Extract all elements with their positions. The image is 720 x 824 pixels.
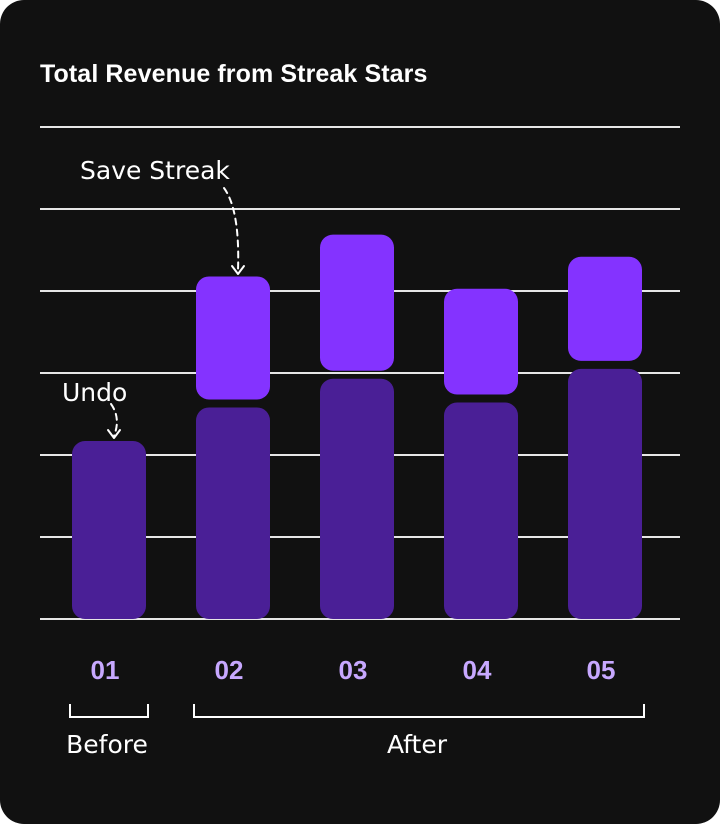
annotation-label: Save Streak: [80, 156, 230, 185]
group-bracket: [69, 704, 149, 718]
bar-base-05: [568, 368, 642, 619]
group-bracket: [193, 704, 645, 718]
x-tick-label: 05: [587, 655, 616, 685]
x-tick-label: 01: [91, 655, 120, 685]
bar-top-02: [196, 276, 270, 400]
chart-title: Total Revenue from Streak Stars: [40, 60, 428, 88]
group-label: Before: [66, 730, 148, 759]
x-tick-label: 04: [463, 655, 492, 685]
annotation-label: Undo: [62, 378, 127, 407]
annotation-arrow: [223, 187, 240, 271]
bar-base-04: [444, 402, 518, 619]
bar-base-03: [320, 378, 394, 619]
bar-top-05: [568, 256, 642, 361]
annotation-arrow: [110, 403, 118, 437]
x-tick-label: 02: [215, 655, 244, 685]
bar-top-04: [444, 288, 518, 395]
annotation-arrowhead: [231, 265, 245, 275]
x-tick-label: 03: [339, 655, 368, 685]
bar-top-03: [320, 234, 394, 371]
bar-base-02: [196, 407, 270, 619]
annotation-arrowhead: [107, 429, 121, 439]
group-label: After: [387, 730, 448, 759]
bar-base-01: [72, 441, 146, 619]
